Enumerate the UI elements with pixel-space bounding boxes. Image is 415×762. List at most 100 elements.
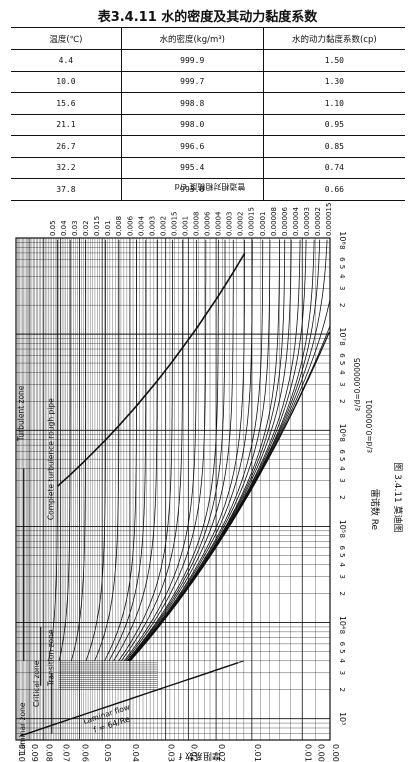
re-decade-label: 10⁸	[338, 231, 347, 244]
roughness-tick-label: 0.002	[159, 216, 167, 236]
roughness-tick-label: 0.00004	[292, 207, 300, 236]
roughness-curve	[125, 239, 207, 662]
smooth-label-5e-6: ε/d=0.000005	[353, 357, 362, 411]
roughness-tick-label: 0.00008	[270, 207, 278, 236]
cell-viscosity: 0.95	[262, 114, 405, 136]
table-row: 21.1 998.0 0.95	[11, 114, 405, 136]
re-minor-label: 8	[338, 533, 346, 537]
re-minor-label: 2	[338, 303, 346, 307]
header-viscosity: 水的动力黏度系数(cp)	[262, 27, 405, 50]
roughness-curve	[128, 239, 234, 662]
plot-frame	[15, 237, 331, 741]
cell-temperature: 32.2	[11, 157, 122, 179]
f-tick-label: 0.04	[131, 744, 140, 762]
re-minor-label: 8	[338, 245, 346, 249]
roughness-curve	[58, 239, 71, 661]
re-decade-label: 10³	[338, 712, 347, 725]
re-minor-label: 2	[338, 399, 346, 403]
roughness-curve	[70, 239, 86, 661]
roughness-curve	[121, 239, 184, 662]
cell-density: 995.4	[120, 157, 264, 179]
re-minor-label: 8	[338, 437, 346, 441]
roughness-tick-label: 0.0006	[204, 211, 212, 236]
roughness-curve	[127, 239, 226, 662]
roughness-tick-label: 0.015	[93, 216, 101, 236]
critical-zone-label: Critical zone	[32, 660, 41, 707]
re-minor-label: 4	[338, 274, 346, 279]
table-row: 15.6 998.8 1.10	[11, 92, 405, 115]
roughness-curve	[129, 239, 264, 662]
roughness-tick-label: 0.003	[148, 216, 156, 236]
table-row: 10.0 999.7 1.30	[11, 71, 405, 93]
roughness-tick-label: 0.05	[49, 220, 57, 236]
cell-viscosity: 1.10	[262, 92, 405, 115]
re-minor-label: 2	[338, 495, 346, 499]
re-minor-label: 2	[338, 687, 346, 691]
re-decade-label: 10⁶	[338, 424, 347, 437]
roughness-tick-label: 0.02	[82, 220, 90, 236]
roughness-tick-label: 0.0004	[215, 211, 223, 236]
re-minor-label: 6	[338, 642, 346, 647]
roughness-tick-label: 0.0008	[193, 212, 201, 237]
table-row: 37.8 993.6 0.66	[11, 178, 405, 201]
moody-diagram: 0.10 0.09 0.08 0.07 0.06 0.05 0.04 0.03 0.025 0.0…	[15, 182, 404, 762]
f-tick-label: 0.10	[17, 744, 26, 762]
re-minor-label: 3	[338, 478, 346, 482]
re-decade-label: 10⁴	[338, 616, 347, 629]
table-row: 4.4 999.9 1.50	[11, 49, 405, 72]
re-minor-label: 3	[338, 286, 346, 290]
roughness-curve	[48, 239, 58, 661]
roughness-curve	[128, 239, 245, 662]
cell-temperature: 21.1	[11, 114, 122, 136]
table-header-row: 温度(℃) 水的密度(kg/m³) 水的动力黏度系数(cp)	[11, 27, 405, 50]
roughness-axis-title: 管道相对粗糙度 ε/d	[175, 182, 246, 192]
roughness-curve	[108, 239, 147, 662]
re-minor-label: 3	[338, 382, 346, 386]
roughness-tick-label: 0.04	[60, 220, 68, 236]
cell-density: 999.9	[120, 49, 264, 72]
page-title: 表3.4.11 水的密度及其动力黏度系数	[97, 10, 318, 25]
roughness-tick-label: 0.0003	[226, 211, 234, 236]
roughness-tick-label: 0.000015	[325, 203, 333, 236]
roughness-curve	[128, 239, 253, 662]
smooth-label-1e-6: ε/d=0.000001	[365, 399, 374, 453]
roughness-curve	[126, 239, 219, 662]
roughness-tick-label: 0.00015	[248, 207, 256, 236]
f-tick-label: 0.015	[253, 744, 262, 762]
re-minor-label: 6	[338, 257, 346, 262]
roughness-curve	[123, 239, 197, 662]
roughness-tick-label: 0.0001	[259, 212, 267, 237]
f-tick-label: 0.07	[61, 744, 70, 762]
f-tick-label: 0.025	[189, 744, 198, 762]
roughness-tick-label: 0.01	[104, 220, 112, 236]
roughness-tick-label: 0.00002	[314, 207, 322, 236]
roughness-tick-label: 0.008	[115, 216, 123, 236]
viscosity-table: 温度(℃) 水的密度(kg/m³) 水的动力黏度系数(cp) 4.4 999.9 1…	[11, 27, 405, 201]
f-tick-label: 0.05	[103, 744, 112, 762]
f-tick-label: 0.02	[217, 744, 226, 762]
header-density: 水的密度(kg/m³)	[120, 27, 264, 50]
roughness-tick-label: 0.006	[126, 215, 134, 236]
cell-density: 998.0	[120, 114, 264, 136]
re-minor-label: 6	[338, 353, 346, 358]
roughness-curve	[85, 239, 106, 661]
re-minor-label: 6	[338, 545, 346, 550]
roughness-curve	[104, 239, 137, 661]
re-minor-label: 4	[338, 562, 346, 567]
re-minor-label: 8	[338, 341, 346, 345]
smooth-pipe-curve	[129, 331, 330, 662]
roughness-curve	[129, 239, 286, 662]
roughness-tick-label: 0.004	[137, 215, 145, 236]
roughness-tick-label: 0.001	[181, 216, 189, 236]
roughness-curve	[94, 239, 120, 661]
figure-caption: 图 3.4.11 莫迪图	[392, 462, 404, 532]
cell-viscosity: 1.50	[262, 49, 405, 72]
re-minor-label: 5	[338, 457, 346, 461]
cell-density: 996.6	[120, 135, 264, 158]
f-tick-label: 0.009	[316, 744, 325, 762]
re-minor-label: 3	[338, 574, 346, 578]
f-tick-label: 0.01	[303, 744, 312, 762]
cell-viscosity: 0.85	[262, 135, 405, 158]
re-decade-label: 10⁵	[338, 520, 347, 533]
roughness-curve	[118, 239, 173, 662]
